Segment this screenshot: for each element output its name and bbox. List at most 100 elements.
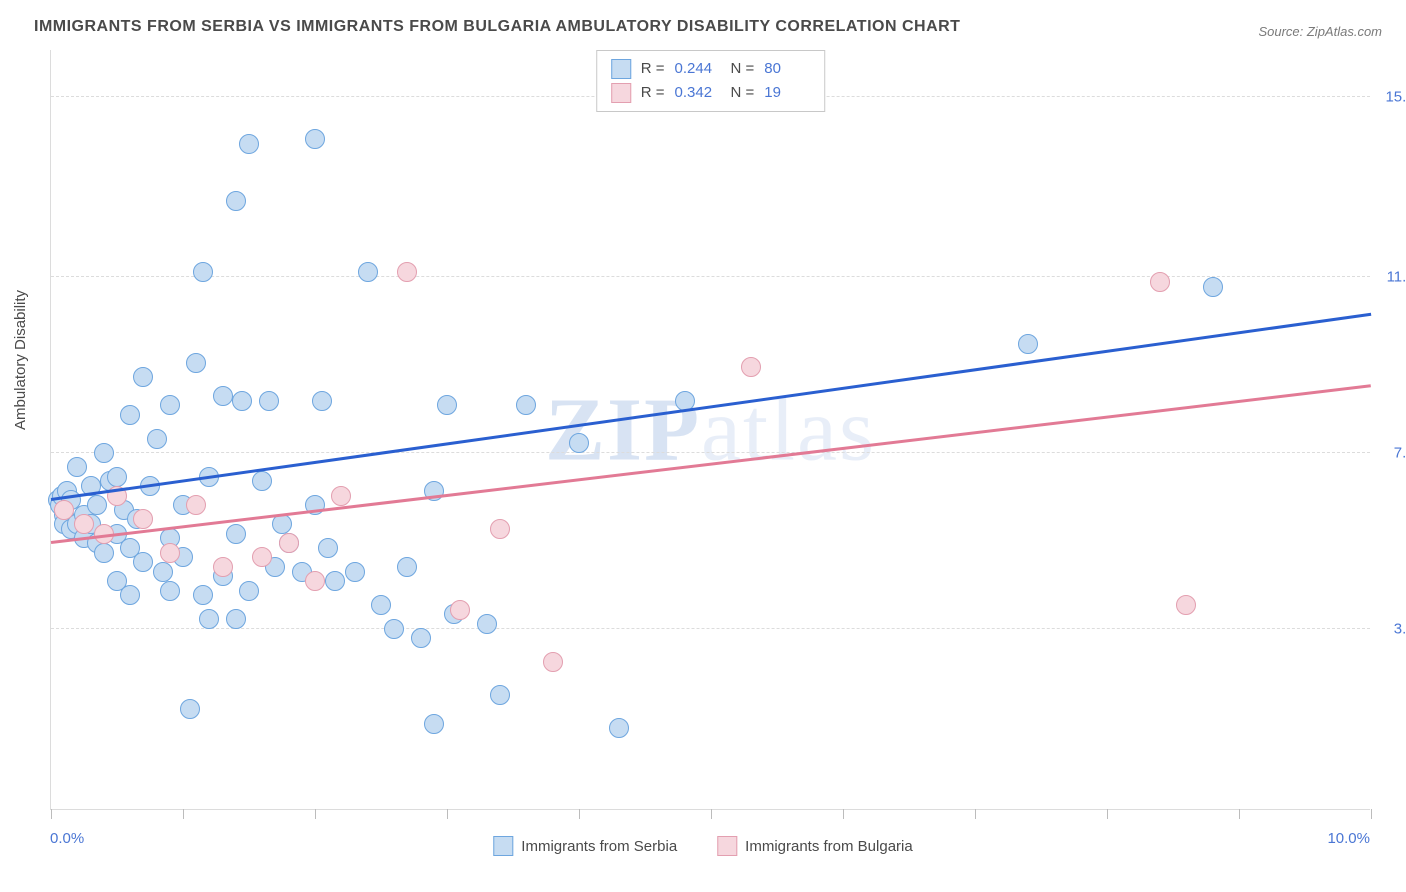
x-tick xyxy=(1371,809,1372,819)
n-label: N = xyxy=(731,57,755,81)
data-point xyxy=(239,581,259,601)
r-value-serbia: 0.244 xyxy=(675,57,721,81)
y-tick-label: 3.8% xyxy=(1394,620,1406,637)
data-point xyxy=(543,652,563,672)
data-point xyxy=(397,262,417,282)
x-tick xyxy=(447,809,448,819)
legend-item-serbia: Immigrants from Serbia xyxy=(493,836,677,856)
data-point xyxy=(193,585,213,605)
data-point xyxy=(226,524,246,544)
data-point xyxy=(741,357,761,377)
data-point xyxy=(424,714,444,734)
data-point xyxy=(490,519,510,539)
r-label: R = xyxy=(641,57,665,81)
data-point xyxy=(186,495,206,515)
data-point xyxy=(437,395,457,415)
chart-title: IMMIGRANTS FROM SERBIA VS IMMIGRANTS FRO… xyxy=(34,18,960,36)
data-point xyxy=(252,471,272,491)
legend-label-serbia: Immigrants from Serbia xyxy=(521,838,677,855)
x-tick xyxy=(183,809,184,819)
data-point xyxy=(384,619,404,639)
data-point xyxy=(305,571,325,591)
x-tick xyxy=(51,809,52,819)
data-point xyxy=(87,495,107,515)
stats-row-serbia: R = 0.244 N = 80 xyxy=(611,57,811,81)
data-point xyxy=(153,562,173,582)
legend-item-bulgaria: Immigrants from Bulgaria xyxy=(717,836,913,856)
data-point xyxy=(213,557,233,577)
y-tick-label: 7.5% xyxy=(1394,444,1406,461)
data-point xyxy=(199,609,219,629)
data-point xyxy=(232,391,252,411)
data-point xyxy=(239,134,259,154)
data-point xyxy=(279,533,299,553)
data-point xyxy=(180,699,200,719)
data-point xyxy=(272,514,292,534)
bottom-legend: Immigrants from Serbia Immigrants from B… xyxy=(493,836,912,856)
x-tick xyxy=(711,809,712,819)
data-point xyxy=(331,486,351,506)
data-point xyxy=(67,457,87,477)
data-point xyxy=(120,405,140,425)
data-point xyxy=(358,262,378,282)
y-axis-label: Ambulatory Disability xyxy=(12,290,29,430)
data-point xyxy=(259,391,279,411)
stats-legend: R = 0.244 N = 80 R = 0.342 N = 19 xyxy=(596,50,826,112)
data-point xyxy=(1150,272,1170,292)
data-point xyxy=(120,585,140,605)
data-point xyxy=(193,262,213,282)
data-point xyxy=(226,191,246,211)
data-point xyxy=(133,552,153,572)
n-value-serbia: 80 xyxy=(764,57,810,81)
source-attribution: Source: ZipAtlas.com xyxy=(1258,24,1382,39)
x-tick xyxy=(579,809,580,819)
data-point xyxy=(450,600,470,620)
swatch-serbia xyxy=(611,59,631,79)
data-point xyxy=(213,386,233,406)
data-point xyxy=(186,353,206,373)
data-point xyxy=(74,514,94,534)
data-point xyxy=(609,718,629,738)
plot-area: ZIPatlas R = 0.244 N = 80 R = 0.342 N = … xyxy=(50,50,1370,810)
x-tick xyxy=(843,809,844,819)
legend-label-bulgaria: Immigrants from Bulgaria xyxy=(745,838,913,855)
data-point xyxy=(411,628,431,648)
data-point xyxy=(54,500,74,520)
gridline xyxy=(51,452,1370,453)
x-tick xyxy=(315,809,316,819)
data-point xyxy=(516,395,536,415)
data-point xyxy=(1018,334,1038,354)
watermark: ZIPatlas xyxy=(545,378,876,481)
data-point xyxy=(160,581,180,601)
gridline xyxy=(51,276,1370,277)
data-point xyxy=(107,467,127,487)
data-point xyxy=(160,543,180,563)
r-label: R = xyxy=(641,81,665,105)
n-label: N = xyxy=(731,81,755,105)
r-value-bulgaria: 0.342 xyxy=(675,81,721,105)
x-tick xyxy=(975,809,976,819)
legend-swatch-serbia xyxy=(493,836,513,856)
data-point xyxy=(1203,277,1223,297)
x-tick xyxy=(1107,809,1108,819)
data-point xyxy=(477,614,497,634)
data-point xyxy=(133,509,153,529)
y-tick-label: 15.0% xyxy=(1385,88,1406,105)
data-point xyxy=(305,129,325,149)
n-value-bulgaria: 19 xyxy=(764,81,810,105)
data-point xyxy=(226,609,246,629)
data-point xyxy=(312,391,332,411)
data-point xyxy=(94,543,114,563)
data-point xyxy=(1176,595,1196,615)
data-point xyxy=(252,547,272,567)
legend-swatch-bulgaria xyxy=(717,836,737,856)
data-point xyxy=(94,443,114,463)
data-point xyxy=(345,562,365,582)
data-point xyxy=(490,685,510,705)
y-tick-label: 11.2% xyxy=(1387,269,1406,286)
data-point xyxy=(133,367,153,387)
x-tick xyxy=(1239,809,1240,819)
x-axis-max-label: 10.0% xyxy=(1327,830,1370,847)
data-point xyxy=(325,571,345,591)
swatch-bulgaria xyxy=(611,83,631,103)
